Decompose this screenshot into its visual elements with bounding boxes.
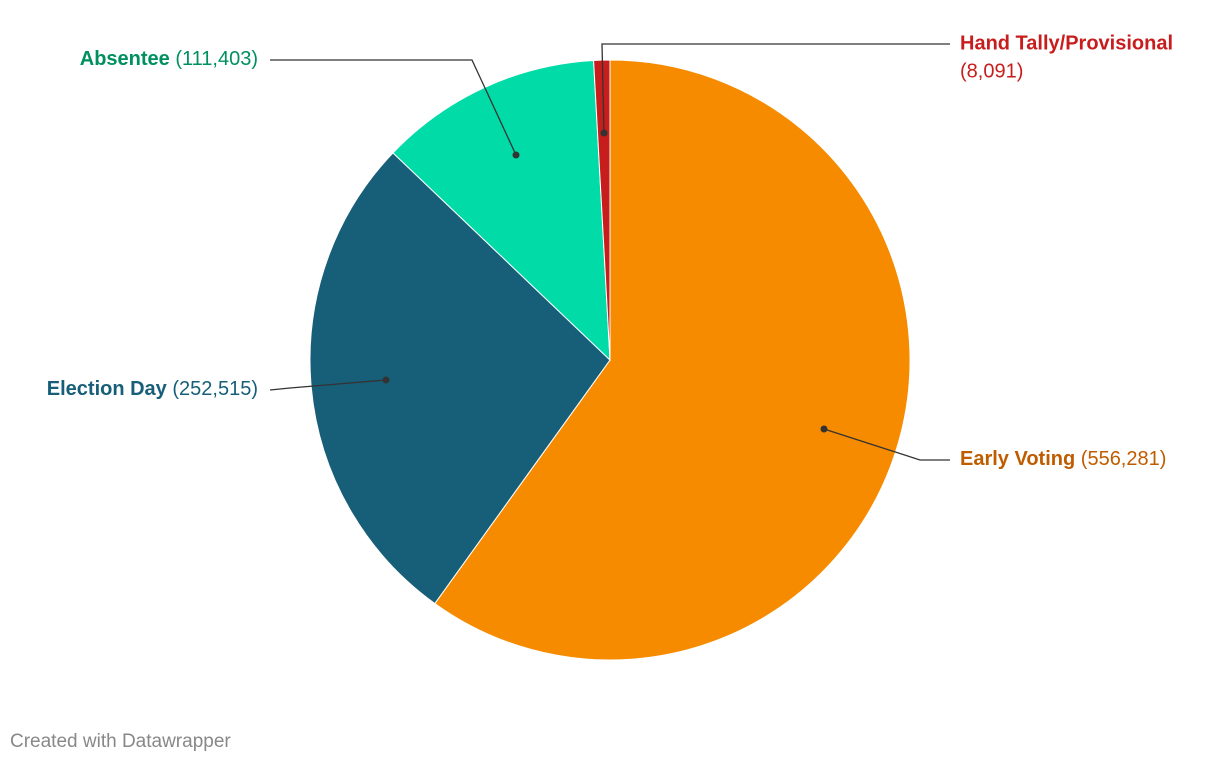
label: Election Day (252,515) xyxy=(47,378,258,400)
label-value: (111,403) xyxy=(175,48,258,70)
leader-line xyxy=(270,59,517,156)
labels: Early Voting (556,281) Election Day (252,… xyxy=(47,32,1173,470)
label: Absentee (111,403) xyxy=(80,48,258,70)
label-name: Hand Tally/Provisional xyxy=(960,32,1173,54)
label-name: Election Day xyxy=(47,378,168,400)
leader-dot xyxy=(600,129,608,137)
leader-line xyxy=(269,379,387,391)
label-name: Early Voting xyxy=(960,448,1075,470)
credit: Created with Datawrapper xyxy=(10,731,231,752)
pie xyxy=(309,59,911,661)
label-name: Absentee xyxy=(80,48,170,70)
leader-line xyxy=(823,428,950,461)
leader-dot xyxy=(512,151,520,159)
leader-line xyxy=(601,43,950,134)
label: Early Voting (556,281) xyxy=(960,448,1166,470)
label-value: (8,091) xyxy=(960,60,1023,82)
label-value: (252,515) xyxy=(172,378,258,400)
leader-dot xyxy=(820,425,828,433)
label-value: (556,281) xyxy=(1081,448,1167,470)
leader-dot xyxy=(382,376,390,384)
slice xyxy=(309,152,611,605)
